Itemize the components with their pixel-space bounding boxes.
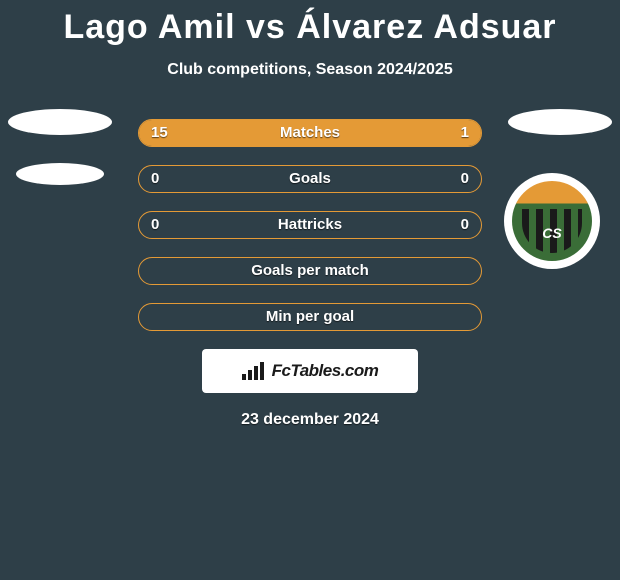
avatar-placeholder-icon [8,109,112,135]
player-right-avatar: CS [508,109,612,163]
stat-label: Goals per match [139,258,481,283]
footer-date: 23 december 2024 [0,411,620,429]
stat-label: Goals [139,166,481,191]
stat-row: 00Hattricks [138,211,482,239]
brand-logo: FcTables.com [202,349,418,393]
page-subtitle: Club competitions, Season 2024/2025 [0,61,620,79]
stat-row: Goals per match [138,257,482,285]
stat-rows: 151Matches 00Goals 00Hattricks Goals per ma… [138,119,482,331]
stat-label: Matches [139,120,481,145]
avatar-placeholder-icon [508,109,612,135]
stat-label: Min per goal [139,304,481,329]
stat-row: 151Matches [138,119,482,147]
brand-label: FcTables.com [272,361,379,381]
stat-row: 00Goals [138,165,482,193]
page-title: Lago Amil vs Álvarez Adsuar [0,0,620,47]
player-left-avatar [8,109,112,213]
bar-chart-icon [242,362,266,380]
avatar-placeholder-icon [16,163,104,185]
comparison-panel: CS 151Matches 00Goals 00Hattricks Goals per… [0,119,620,429]
club-badge-icon: CS [504,173,600,269]
stat-label: Hattricks [139,212,481,237]
stat-row: Min per goal [138,303,482,331]
